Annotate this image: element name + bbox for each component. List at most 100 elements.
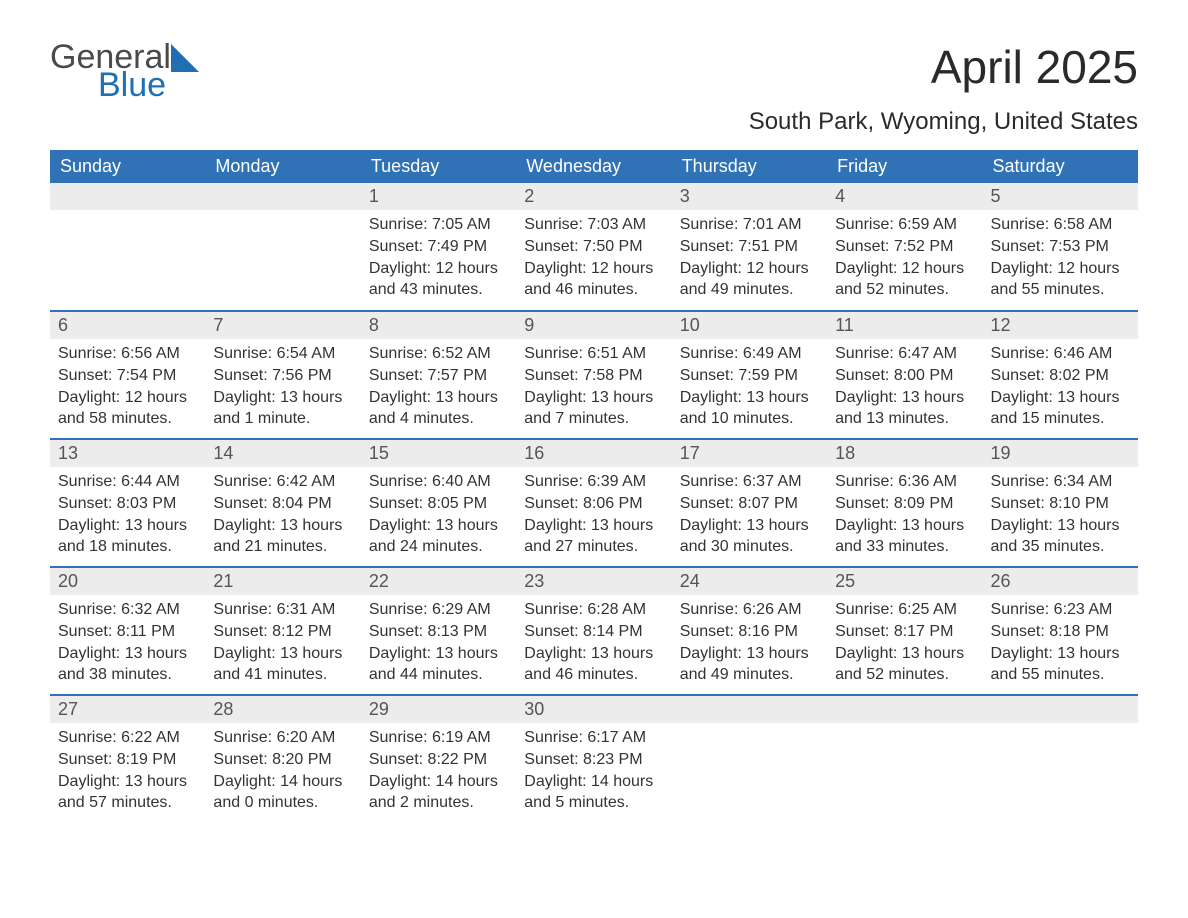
sunset-line: Sunset: 8:20 PM [213,749,352,771]
day-details: Sunrise: 6:58 AMSunset: 7:53 PMDaylight:… [983,210,1138,306]
sunrise-line: Sunrise: 6:17 AM [524,727,663,749]
sunrise-line: Sunrise: 6:25 AM [835,599,974,621]
day-details: Sunrise: 6:36 AMSunset: 8:09 PMDaylight:… [827,467,982,563]
sunset-line: Sunset: 7:50 PM [524,236,663,258]
calendar-cell: 23Sunrise: 6:28 AMSunset: 8:14 PMDayligh… [516,567,671,695]
day-details: Sunrise: 6:47 AMSunset: 8:00 PMDaylight:… [827,339,982,435]
day-number: 3 [672,183,827,210]
sunset-line: Sunset: 8:09 PM [835,493,974,515]
daylight-line: Daylight: 12 hours and 55 minutes. [991,258,1130,301]
sunrise-line: Sunrise: 6:44 AM [58,471,197,493]
sunrise-line: Sunrise: 6:20 AM [213,727,352,749]
calendar-cell: 11Sunrise: 6:47 AMSunset: 8:00 PMDayligh… [827,311,982,439]
day-number: 22 [361,568,516,595]
day-details: Sunrise: 6:52 AMSunset: 7:57 PMDaylight:… [361,339,516,435]
day-details: Sunrise: 6:42 AMSunset: 8:04 PMDaylight:… [205,467,360,563]
sunset-line: Sunset: 8:14 PM [524,621,663,643]
calendar-cell: 6Sunrise: 6:56 AMSunset: 7:54 PMDaylight… [50,311,205,439]
sunrise-line: Sunrise: 6:26 AM [680,599,819,621]
sunrise-line: Sunrise: 6:59 AM [835,214,974,236]
calendar-cell: 1Sunrise: 7:05 AMSunset: 7:49 PMDaylight… [361,183,516,311]
day-number: 4 [827,183,982,210]
day-number: 19 [983,440,1138,467]
page-subtitle: South Park, Wyoming, United States [749,108,1138,136]
sunset-line: Sunset: 8:13 PM [369,621,508,643]
sunset-line: Sunset: 7:58 PM [524,365,663,387]
header: General Blue April 2025 South Park, Wyom… [50,40,1138,136]
sunrise-line: Sunrise: 7:01 AM [680,214,819,236]
calendar-cell: 30Sunrise: 6:17 AMSunset: 8:23 PMDayligh… [516,695,671,823]
day-number: 6 [50,312,205,339]
day-number: 7 [205,312,360,339]
sunrise-line: Sunrise: 6:40 AM [369,471,508,493]
calendar-cell: 29Sunrise: 6:19 AMSunset: 8:22 PMDayligh… [361,695,516,823]
daylight-line: Daylight: 13 hours and 44 minutes. [369,643,508,686]
daylight-line: Daylight: 13 hours and 27 minutes. [524,515,663,558]
calendar-cell: 17Sunrise: 6:37 AMSunset: 8:07 PMDayligh… [672,439,827,567]
daylight-line: Daylight: 13 hours and 15 minutes. [991,387,1130,430]
weekday-header: Sunday [50,150,205,183]
calendar-cell: 4Sunrise: 6:59 AMSunset: 7:52 PMDaylight… [827,183,982,311]
calendar-cell [50,183,205,311]
calendar-cell: 26Sunrise: 6:23 AMSunset: 8:18 PMDayligh… [983,567,1138,695]
calendar-cell: 12Sunrise: 6:46 AMSunset: 8:02 PMDayligh… [983,311,1138,439]
calendar-cell: 20Sunrise: 6:32 AMSunset: 8:11 PMDayligh… [50,567,205,695]
daylight-line: Daylight: 12 hours and 58 minutes. [58,387,197,430]
daylight-line: Daylight: 13 hours and 13 minutes. [835,387,974,430]
day-details: Sunrise: 6:37 AMSunset: 8:07 PMDaylight:… [672,467,827,563]
day-details: Sunrise: 6:31 AMSunset: 8:12 PMDaylight:… [205,595,360,691]
calendar-cell: 8Sunrise: 6:52 AMSunset: 7:57 PMDaylight… [361,311,516,439]
day-number [672,696,827,723]
sunset-line: Sunset: 8:18 PM [991,621,1130,643]
sunset-line: Sunset: 8:03 PM [58,493,197,515]
logo-triangle-icon [171,44,199,72]
daylight-line: Daylight: 13 hours and 52 minutes. [835,643,974,686]
sunrise-line: Sunrise: 6:58 AM [991,214,1130,236]
day-number [827,696,982,723]
day-number [983,696,1138,723]
sunset-line: Sunset: 8:16 PM [680,621,819,643]
day-number: 5 [983,183,1138,210]
sunrise-line: Sunrise: 6:34 AM [991,471,1130,493]
sunset-line: Sunset: 8:19 PM [58,749,197,771]
day-number: 21 [205,568,360,595]
weekday-header: Friday [827,150,982,183]
day-number: 28 [205,696,360,723]
daylight-line: Daylight: 13 hours and 10 minutes. [680,387,819,430]
calendar-cell: 5Sunrise: 6:58 AMSunset: 7:53 PMDaylight… [983,183,1138,311]
daylight-line: Daylight: 13 hours and 46 minutes. [524,643,663,686]
day-details: Sunrise: 6:44 AMSunset: 8:03 PMDaylight:… [50,467,205,563]
sunset-line: Sunset: 8:02 PM [991,365,1130,387]
day-number: 30 [516,696,671,723]
daylight-line: Daylight: 13 hours and 49 minutes. [680,643,819,686]
daylight-line: Daylight: 13 hours and 38 minutes. [58,643,197,686]
day-details: Sunrise: 6:59 AMSunset: 7:52 PMDaylight:… [827,210,982,306]
day-details: Sunrise: 6:39 AMSunset: 8:06 PMDaylight:… [516,467,671,563]
daylight-line: Daylight: 13 hours and 30 minutes. [680,515,819,558]
calendar-cell: 10Sunrise: 6:49 AMSunset: 7:59 PMDayligh… [672,311,827,439]
day-details: Sunrise: 6:22 AMSunset: 8:19 PMDaylight:… [50,723,205,819]
calendar-week: 20Sunrise: 6:32 AMSunset: 8:11 PMDayligh… [50,567,1138,695]
day-details: Sunrise: 6:46 AMSunset: 8:02 PMDaylight:… [983,339,1138,435]
calendar-week: 13Sunrise: 6:44 AMSunset: 8:03 PMDayligh… [50,439,1138,567]
day-number: 12 [983,312,1138,339]
calendar-cell: 24Sunrise: 6:26 AMSunset: 8:16 PMDayligh… [672,567,827,695]
sunset-line: Sunset: 8:17 PM [835,621,974,643]
day-number: 26 [983,568,1138,595]
calendar-cell: 13Sunrise: 6:44 AMSunset: 8:03 PMDayligh… [50,439,205,567]
sunset-line: Sunset: 8:00 PM [835,365,974,387]
calendar-table: SundayMondayTuesdayWednesdayThursdayFrid… [50,150,1138,823]
sunset-line: Sunset: 7:52 PM [835,236,974,258]
day-number: 16 [516,440,671,467]
day-number: 18 [827,440,982,467]
sunset-line: Sunset: 8:07 PM [680,493,819,515]
sunrise-line: Sunrise: 6:56 AM [58,343,197,365]
sunset-line: Sunset: 8:22 PM [369,749,508,771]
sunrise-line: Sunrise: 6:46 AM [991,343,1130,365]
calendar-cell [205,183,360,311]
sunrise-line: Sunrise: 6:23 AM [991,599,1130,621]
calendar-cell: 25Sunrise: 6:25 AMSunset: 8:17 PMDayligh… [827,567,982,695]
page-title: April 2025 [749,40,1138,94]
day-number [50,183,205,210]
brand-logo: General Blue [50,40,199,102]
